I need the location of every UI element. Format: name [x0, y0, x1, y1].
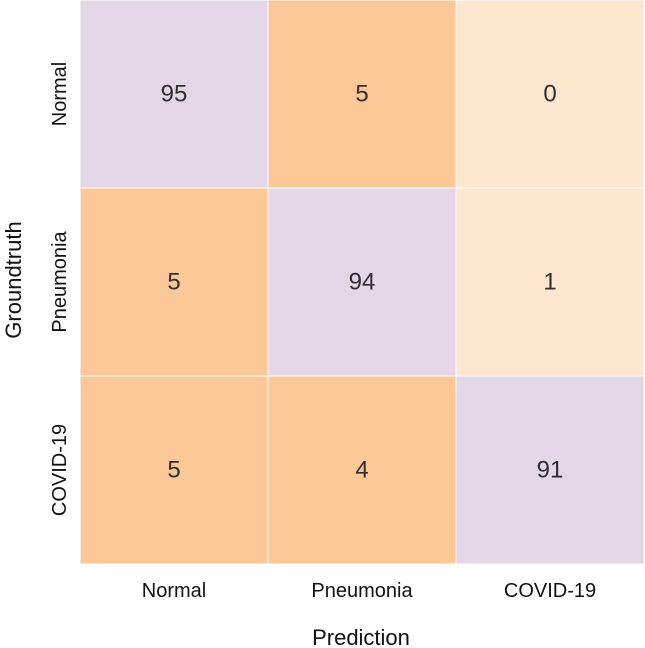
cell-value-label: 4 [355, 457, 368, 484]
heatmap-cell-values: 95 5 05 94 15 4 91 [161, 81, 564, 484]
heatmap-cell-normal-pneumonia [267, 0, 457, 189]
x-axis-label: Prediction [312, 625, 410, 648]
cell-value-label: 95 [161, 81, 188, 108]
cell-value-label: 94 [349, 269, 376, 296]
y-tick-label: Normal [49, 62, 71, 126]
cell-value-label: 1 [543, 269, 556, 296]
x-tick-labels: Normal Pneumonia COVID-19 [142, 580, 596, 602]
heatmap-cell-pneumonia-covid-19 [455, 187, 645, 377]
x-tick-label: Normal [142, 580, 206, 602]
heatmap-cell-normal-normal [79, 0, 269, 189]
cell-value-label: 5 [167, 457, 180, 484]
x-tick-label: Pneumonia [311, 580, 413, 602]
heatmap-cell-covid-19-covid-19 [455, 375, 645, 565]
cell-value-label: 5 [167, 269, 180, 296]
heatmap-cell-pneumonia-pneumonia [267, 187, 457, 377]
y-tick-label: Pneumonia [49, 231, 71, 333]
cell-value-label: 91 [537, 457, 564, 484]
cell-value-label: 5 [355, 81, 368, 108]
y-tick-label: COVID-19 [49, 424, 71, 516]
x-tick-label: COVID-19 [504, 580, 596, 602]
heatmap-cell-covid-19-normal [79, 375, 269, 565]
cell-value-label: 0 [543, 81, 556, 108]
y-tick-labels: Normal Pneumonia COVID-19 [49, 62, 71, 516]
y-axis-label: Groundtruth [1, 221, 26, 338]
heatmap-cell-covid-19-pneumonia [267, 375, 457, 565]
heatmap-cell-normal-covid-19 [455, 0, 645, 189]
heatmap-cells [79, 0, 645, 565]
heatmap-cell-pneumonia-normal [79, 187, 269, 377]
